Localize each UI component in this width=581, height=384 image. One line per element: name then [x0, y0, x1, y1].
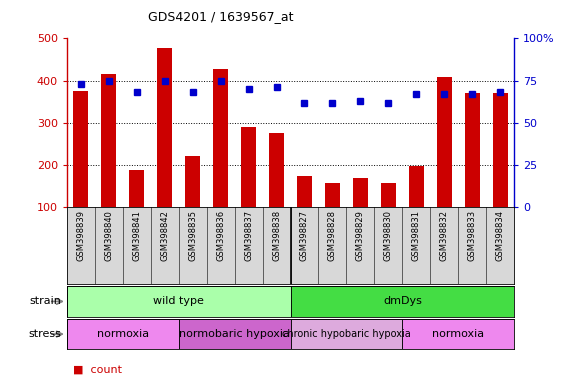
Bar — [67, 286, 290, 317]
Text: GSM398834: GSM398834 — [496, 210, 505, 261]
Text: GSM398836: GSM398836 — [216, 210, 225, 261]
Bar — [269, 133, 284, 207]
Bar — [290, 319, 403, 349]
Text: GSM398839: GSM398839 — [76, 210, 85, 261]
Text: normoxia: normoxia — [432, 329, 485, 339]
Bar — [353, 178, 368, 207]
Text: chronic hypobaric hypoxia: chronic hypobaric hypoxia — [282, 329, 411, 339]
Bar — [185, 156, 200, 207]
Bar — [129, 170, 145, 207]
Bar — [408, 166, 424, 207]
Text: GSM398837: GSM398837 — [244, 210, 253, 261]
Text: stress: stress — [28, 329, 61, 339]
Text: GSM398828: GSM398828 — [328, 210, 337, 261]
Bar — [436, 77, 452, 207]
Text: ■  count: ■ count — [73, 365, 121, 375]
Text: GSM398842: GSM398842 — [160, 210, 169, 260]
Bar — [213, 69, 228, 207]
Bar — [325, 183, 340, 207]
Bar — [297, 176, 312, 207]
Bar — [290, 286, 514, 317]
Text: dmDys: dmDys — [383, 296, 422, 306]
Bar — [493, 93, 508, 207]
Text: GSM398827: GSM398827 — [300, 210, 309, 261]
Text: GSM398833: GSM398833 — [468, 210, 477, 261]
Text: GSM398838: GSM398838 — [272, 210, 281, 261]
Text: GSM398841: GSM398841 — [132, 210, 141, 260]
Text: GSM398831: GSM398831 — [412, 210, 421, 261]
Text: wild type: wild type — [153, 296, 204, 306]
Bar — [241, 127, 256, 207]
Bar — [101, 74, 116, 207]
Text: GSM398830: GSM398830 — [384, 210, 393, 261]
Bar — [157, 48, 173, 207]
Text: GSM398835: GSM398835 — [188, 210, 197, 261]
Bar — [403, 319, 514, 349]
Text: normoxia: normoxia — [96, 329, 149, 339]
Bar — [67, 319, 179, 349]
Text: normobaric hypoxia: normobaric hypoxia — [179, 329, 290, 339]
Text: strain: strain — [29, 296, 61, 306]
Text: GDS4201 / 1639567_at: GDS4201 / 1639567_at — [148, 10, 293, 23]
Bar — [73, 91, 88, 207]
Bar — [381, 183, 396, 207]
Bar — [179, 319, 290, 349]
Text: GSM398829: GSM398829 — [356, 210, 365, 260]
Text: GSM398832: GSM398832 — [440, 210, 449, 261]
Text: GSM398840: GSM398840 — [104, 210, 113, 260]
Bar — [465, 93, 480, 207]
